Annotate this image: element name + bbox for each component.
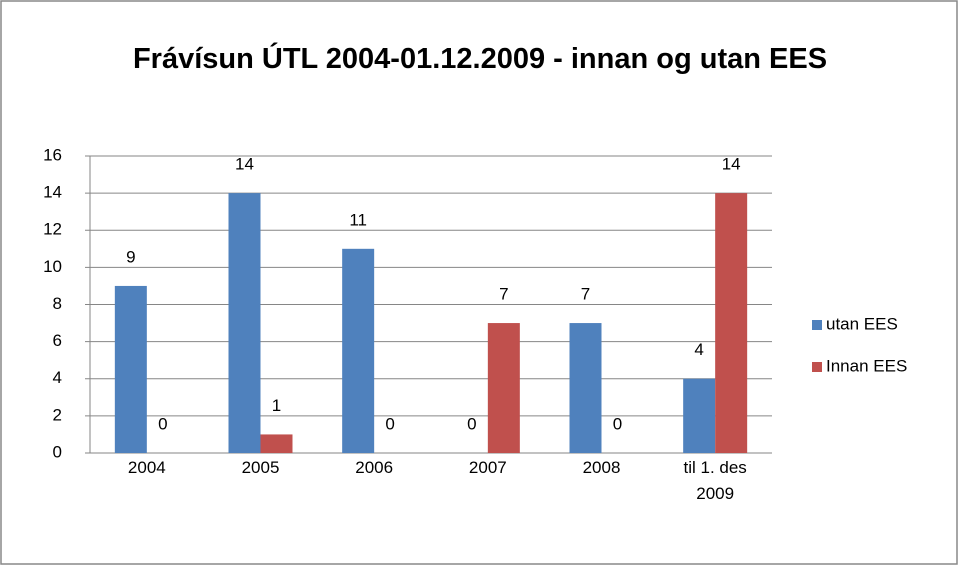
x-tick-label: 2007 <box>468 458 507 477</box>
chart-title: Frávísun ÚTL 2004-01.12.2009 - innan og … <box>132 43 828 75</box>
data-label: 9 <box>126 247 135 266</box>
y-tick-label: 12 <box>43 220 62 239</box>
data-label: 0 <box>467 414 476 433</box>
data-label: 14 <box>722 155 741 174</box>
y-tick-label: 0 <box>53 442 62 461</box>
bar <box>683 378 716 453</box>
bar <box>114 285 147 453</box>
x-tick-label: 2004 <box>127 458 166 477</box>
bar <box>342 248 375 453</box>
data-label: 7 <box>499 285 508 304</box>
data-label: 0 <box>385 414 394 433</box>
x-tick-label: til 1. des 2009 <box>683 458 747 503</box>
x-tick-label: 2008 <box>582 458 621 477</box>
y-tick-label: 6 <box>53 331 62 350</box>
data-label: 0 <box>613 414 622 433</box>
legend-label: Innan EES <box>826 356 907 375</box>
data-label: 7 <box>581 285 590 304</box>
legend-swatch <box>812 320 822 330</box>
data-label: 14 <box>235 155 254 174</box>
y-tick-label: 10 <box>43 257 62 276</box>
bar <box>487 323 520 453</box>
bar <box>715 193 748 453</box>
y-tick-label: 8 <box>53 294 62 313</box>
data-label: 4 <box>694 340 703 359</box>
y-tick-label: 16 <box>43 145 62 164</box>
x-tick-label: 2005 <box>241 458 280 477</box>
data-label: 0 <box>158 414 167 433</box>
legend-swatch <box>812 362 822 372</box>
bar <box>228 193 261 453</box>
y-tick-label: 4 <box>53 368 62 387</box>
legend-label: utan EES <box>826 314 898 333</box>
data-label: 1 <box>272 396 281 415</box>
x-tick-label: 2006 <box>355 458 394 477</box>
y-tick-label: 2 <box>53 405 62 424</box>
bar <box>569 323 602 453</box>
y-tick-label: 14 <box>43 183 62 202</box>
data-label: 11 <box>349 210 367 229</box>
bar <box>260 434 293 453</box>
